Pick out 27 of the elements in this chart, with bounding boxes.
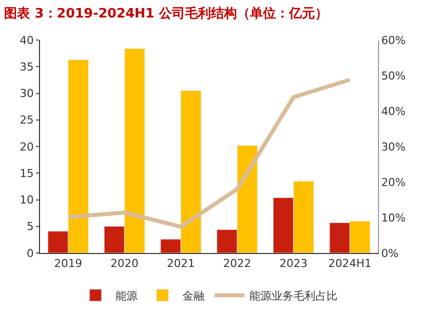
- y2-tick-label: 40%: [381, 104, 406, 118]
- x-tick-label: 2021: [166, 257, 195, 270]
- x-tick-label: 2022: [223, 257, 252, 270]
- legend-label: 能源: [116, 289, 138, 302]
- x-tick-label: 2024H1: [328, 257, 372, 270]
- y2-tick-label: 50%: [381, 69, 406, 82]
- y-tick-label: 40: [20, 34, 34, 47]
- x-tick-label: 2023: [280, 257, 308, 270]
- x-tick-label: 2020: [110, 257, 138, 270]
- y-tick-label: 0: [26, 246, 34, 260]
- y-tick-label: 15: [20, 166, 34, 180]
- legend-label: 能源业务毛利占比: [250, 289, 338, 302]
- y-tick-label: 10: [20, 194, 34, 207]
- x-tick-label: 2019: [54, 257, 82, 270]
- y-tick-label: 20: [20, 140, 34, 154]
- line-series: [66, 78, 352, 229]
- y2-tick-label: 30%: [381, 140, 406, 154]
- y2-tick-label: 0%: [381, 246, 399, 260]
- y-tick-label: 25: [20, 114, 34, 127]
- y2-tick-label: 60%: [381, 34, 406, 47]
- legend-label: 金融: [182, 289, 204, 302]
- y2-tick-label: 20%: [381, 176, 406, 189]
- y2-tick-label: 10%: [381, 211, 406, 224]
- y-tick-label: 5: [26, 220, 34, 234]
- y-tick-label: 35: [20, 60, 34, 74]
- y-tick-label: 30: [20, 87, 34, 100]
- chart-title: 图表 3：2019-2024H1 公司毛利结构（单位：亿元）: [4, 5, 328, 22]
